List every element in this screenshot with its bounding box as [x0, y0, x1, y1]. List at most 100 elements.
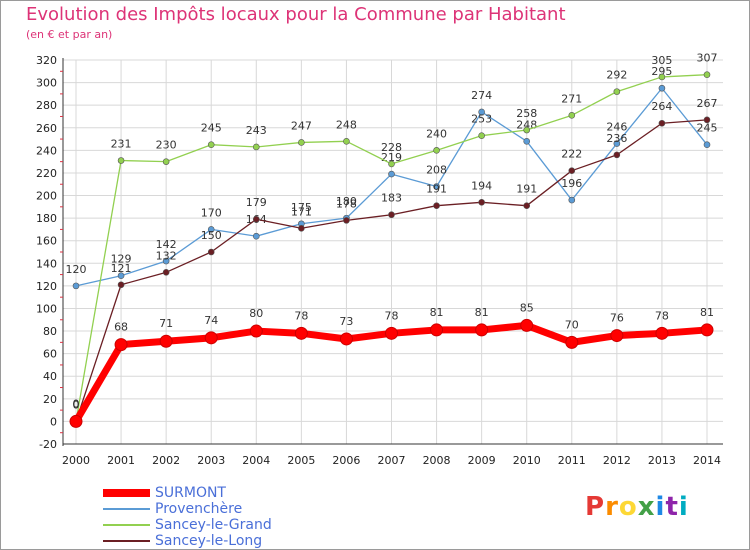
logo-letter: i: [655, 492, 666, 522]
data-label-sancey-le-grand: 305: [651, 54, 672, 67]
x-tick-label: 2010: [513, 454, 541, 467]
data-label-sancey-le-grand: 292: [606, 69, 627, 82]
logo-letter: t: [665, 492, 679, 522]
data-point-sancey-le-long: [703, 116, 711, 124]
data-label-surmont: 78: [655, 309, 669, 322]
y-tick-label: 80: [43, 325, 57, 338]
logo-letter: i: [678, 492, 689, 522]
x-tick-label: 2004: [242, 454, 270, 467]
proxiti-logo: Proxiti: [585, 492, 689, 522]
data-point-surmont: [520, 318, 534, 332]
data-point-provench-re: [613, 140, 621, 147]
data-point-provench-re: [252, 232, 260, 240]
data-point-surmont: [114, 338, 128, 352]
data-point-provench-re: [117, 272, 125, 280]
data-point-sancey-le-grand: [252, 143, 260, 151]
y-tick-label: -20: [39, 438, 57, 451]
data-point-surmont: [294, 326, 308, 340]
data-label-provench-re: 208: [426, 163, 447, 176]
data-label-sancey-le-long: 171: [291, 205, 312, 218]
y-tick-label: 40: [43, 370, 57, 383]
data-label-sancey-le-grand: 258: [516, 107, 537, 120]
data-label-surmont: 68: [114, 321, 128, 334]
data-point-surmont: [610, 329, 624, 343]
x-tick-label: 2002: [152, 454, 180, 467]
x-tick-label: 2008: [423, 454, 451, 467]
y-tick-label: 200: [36, 190, 57, 203]
data-point-sancey-le-long: [478, 199, 485, 206]
data-point-provench-re: [568, 196, 576, 204]
data-point-provench-re: [478, 108, 485, 116]
chart-subtitle: (en € et par an): [26, 28, 113, 41]
data-label-surmont: 0: [73, 397, 80, 410]
data-point-sancey-le-long: [207, 248, 215, 256]
data-point-surmont: [430, 323, 444, 337]
data-point-surmont: [339, 332, 353, 346]
x-tick-label: 2014: [693, 454, 721, 467]
data-point-provench-re: [433, 183, 440, 190]
x-tick-label: 2001: [107, 454, 135, 467]
data-label-sancey-le-long: 191: [426, 183, 447, 196]
data-label-provench-re: 246: [606, 121, 627, 134]
data-point-surmont: [655, 326, 669, 340]
logo-letter: x: [637, 492, 656, 522]
data-label-sancey-le-long: 264: [651, 100, 672, 113]
y-tick-label: 260: [36, 122, 57, 135]
logo-letter: o: [618, 492, 638, 522]
data-point-provench-re: [207, 226, 215, 233]
data-point-provench-re: [658, 84, 666, 92]
data-point-sancey-le-long: [523, 202, 531, 209]
data-point-sancey-le-long: [568, 167, 576, 174]
data-point-sancey-le-long: [433, 202, 440, 209]
data-point-sancey-le-grand: [117, 157, 125, 164]
data-point-sancey-le-grand: [298, 139, 305, 146]
data-label-sancey-le-long: 121: [111, 262, 132, 275]
data-point-sancey-le-grand: [343, 138, 350, 145]
data-point-sancey-le-grand: [478, 132, 485, 139]
data-label-sancey-le-grand: 271: [561, 92, 582, 105]
x-tick-label: 2012: [603, 454, 631, 467]
data-label-sancey-le-long: 179: [246, 196, 267, 209]
x-tick-label: 2003: [197, 454, 225, 467]
y-tick-label: 280: [36, 99, 57, 112]
data-point-sancey-le-grand: [523, 126, 531, 134]
data-label-surmont: 71: [159, 317, 173, 330]
data-label-sancey-le-grand: 228: [381, 141, 402, 154]
data-point-sancey-le-grand: [207, 141, 215, 149]
data-label-sancey-le-grand: 247: [291, 119, 312, 132]
y-tick-label: 0: [50, 415, 57, 428]
data-label-provench-re: 170: [201, 206, 222, 219]
data-label-sancey-le-long: 132: [156, 249, 177, 262]
data-label-surmont: 78: [294, 309, 308, 322]
data-point-sancey-le-grand: [658, 73, 666, 81]
x-tick-label: 2009: [468, 454, 496, 467]
data-point-surmont: [565, 335, 579, 349]
data-point-provench-re: [388, 170, 395, 178]
y-tick-label: 320: [36, 54, 57, 67]
x-tick-label: 2007: [378, 454, 406, 467]
chart-title: Evolution des Impôts locaux pour la Comm…: [26, 4, 566, 25]
data-point-surmont: [249, 324, 263, 338]
data-label-surmont: 80: [249, 307, 263, 320]
data-label-sancey-le-long: 222: [561, 148, 582, 161]
data-label-provench-re: 180: [336, 195, 357, 208]
data-label-surmont: 81: [700, 306, 714, 319]
x-tick-label: 2011: [558, 454, 586, 467]
y-tick-label: 120: [36, 280, 57, 293]
data-label-sancey-le-long: 183: [381, 192, 402, 205]
data-label-sancey-le-grand: 0: [73, 398, 80, 411]
data-point-sancey-le-long: [298, 224, 305, 232]
legend-label-sancey-le-grand: Sancey-le-Grand: [155, 517, 272, 533]
data-point-sancey-le-grand: [388, 160, 395, 168]
data-label-provench-re: 142: [156, 238, 177, 251]
data-point-sancey-le-long: [117, 281, 125, 289]
data-point-provench-re: [72, 282, 80, 290]
data-point-surmont: [385, 326, 398, 340]
data-label-provench-re: 120: [66, 263, 87, 276]
data-point-sancey-le-grand: [703, 71, 711, 78]
data-point-surmont: [475, 323, 489, 337]
data-label-surmont: 76: [610, 312, 624, 325]
data-label-sancey-le-grand: 240: [426, 127, 447, 140]
data-label-surmont: 74: [204, 314, 218, 327]
